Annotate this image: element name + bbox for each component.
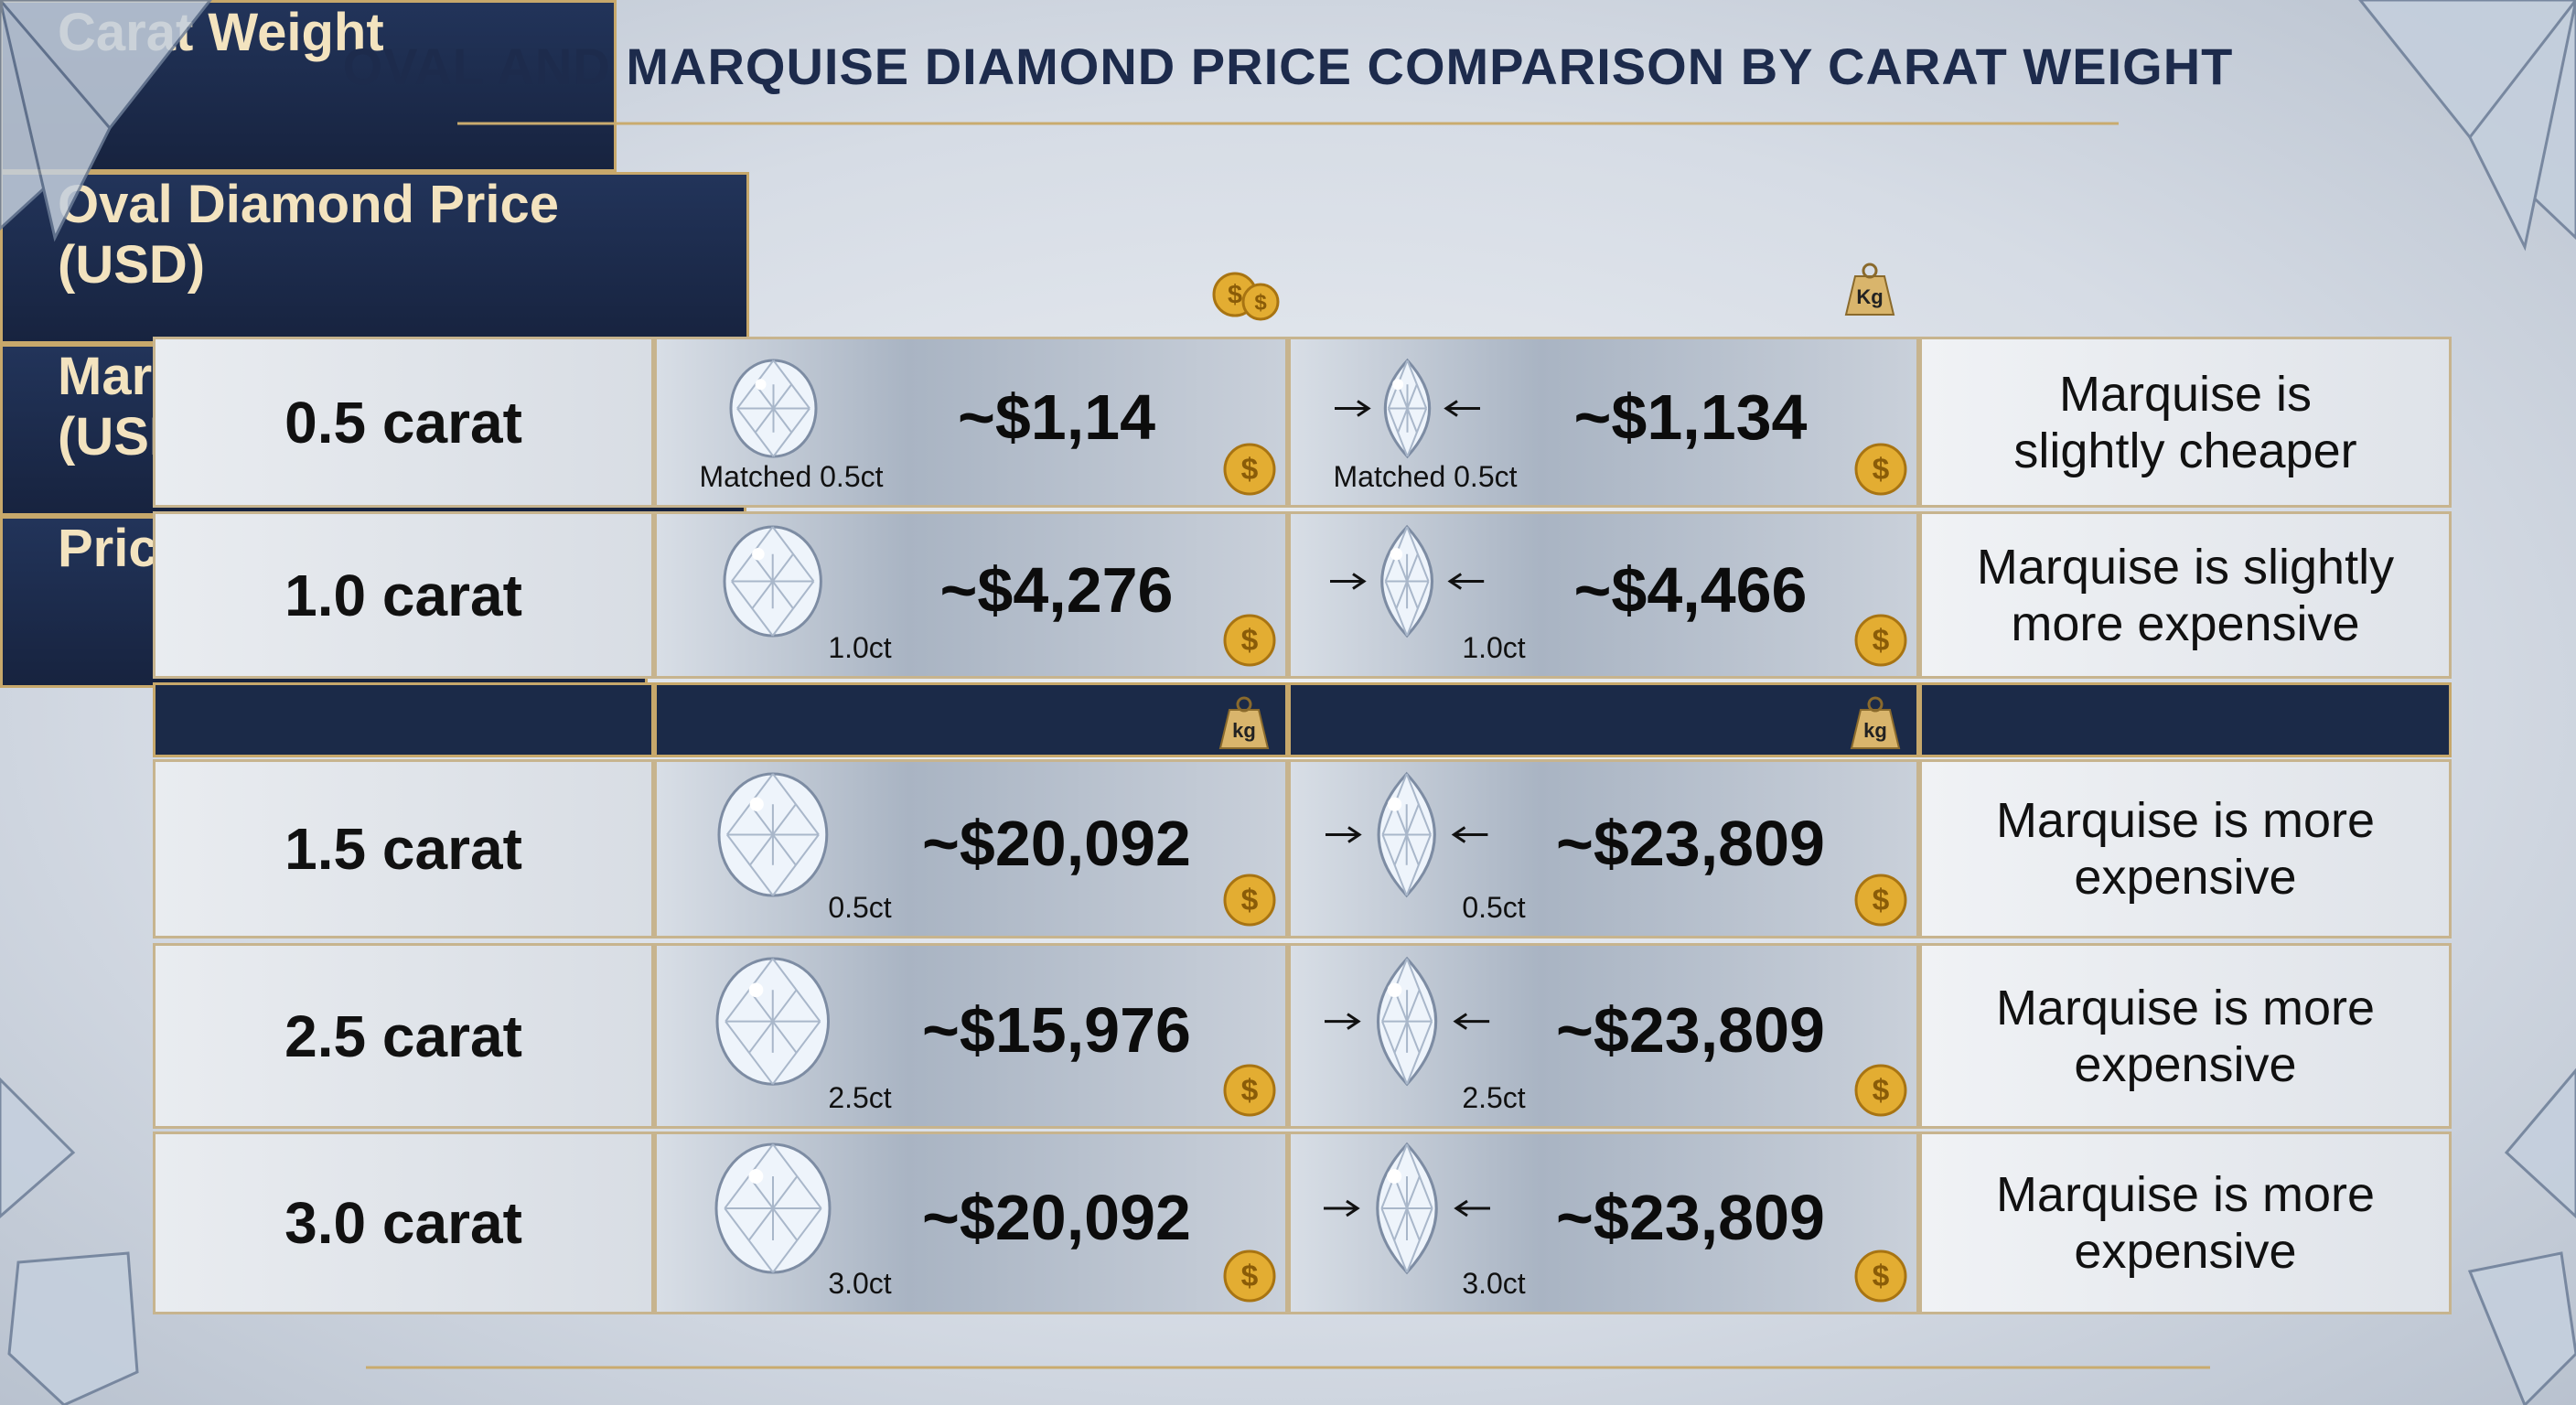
carat-cell: 1.5 carat (153, 759, 654, 938)
marquise-diamond (1326, 771, 1488, 898)
difference-cell: Marquise is more expensive (1919, 1132, 2452, 1314)
weight-icon: kg (1850, 696, 1901, 749)
coin-symbol: $ (1241, 884, 1259, 917)
coin-icon: $ (1854, 614, 1907, 667)
carat-cell: 0.5 carat (153, 337, 654, 508)
weight-icon: Kg (1844, 263, 1895, 316)
size-label: 3.0ct (1462, 1267, 1526, 1300)
oval-diamond (729, 359, 817, 458)
size-label: 3.0ct (828, 1267, 892, 1300)
coin-icon: $ (1854, 443, 1907, 496)
marquise-diamond (1324, 1142, 1490, 1275)
oval-diamond (723, 525, 823, 638)
difference-cell: Marquise is slightly cheaper (1919, 337, 2452, 508)
coin-symbol: $ (1241, 1074, 1259, 1108)
difference-cell: Marquise is slightly more expensive (1919, 511, 2452, 679)
marquise-diamond (1324, 956, 1490, 1087)
carat-cell: 2.5 carat (153, 943, 654, 1129)
weight-icon: kg (1218, 696, 1270, 749)
price: ~$23,809 (1556, 994, 1825, 1067)
size-label: 2.5ct (828, 1081, 892, 1114)
separator-cell (654, 682, 1288, 757)
size-label: Matched 0.5ct (1333, 460, 1518, 493)
price: ~$20,092 (922, 1182, 1191, 1253)
coin-icon: $ (1854, 1249, 1907, 1303)
separator-cell (153, 682, 654, 757)
weight-label: kg (1232, 719, 1256, 742)
oval-diamond (714, 1142, 832, 1274)
marquise-diamond (1334, 358, 1480, 459)
coin-symbol: $ (1873, 1074, 1890, 1108)
coin-icon: $ (1241, 283, 1280, 321)
size-label: 0.5ct (1462, 891, 1526, 924)
size-label: 1.0ct (828, 631, 892, 664)
separator-cell (1288, 682, 1919, 757)
size-label: 2.5ct (1462, 1081, 1526, 1114)
size-label: Matched 0.5ct (699, 460, 884, 493)
size-label: 1.0ct (1462, 631, 1526, 664)
price: ~$4,466 (1573, 554, 1808, 626)
oval-diamond (717, 772, 829, 897)
carat-cell: 3.0 carat (153, 1132, 654, 1314)
coin-symbol: $ (1228, 281, 1242, 310)
coin-symbol: $ (1873, 884, 1890, 917)
column-header: Oval Diamond Price (USD) (0, 172, 749, 344)
weight-label: kg (1863, 719, 1887, 742)
coin-icon: $ (1854, 1064, 1907, 1117)
coin-icon: $ (1854, 874, 1907, 927)
coin-icon: $ (1223, 874, 1276, 927)
coin-icon: $ (1223, 1249, 1276, 1303)
price: ~$1,134 (1573, 381, 1808, 453)
difference-cell: Marquise is more expensive (1919, 759, 2452, 938)
price: ~$15,976 (922, 994, 1191, 1067)
carat-cell: 1.0 carat (153, 511, 654, 679)
coin-icon: $ (1223, 1064, 1276, 1117)
price: ~$4,276 (939, 554, 1174, 626)
coin-symbol: $ (1254, 290, 1267, 315)
coin-symbol: $ (1873, 624, 1890, 658)
coin-icon: $ (1223, 443, 1276, 496)
difference-cell: Marquise is more expensive (1919, 943, 2452, 1129)
size-label: 0.5ct (828, 891, 892, 924)
coin-symbol: $ (1873, 453, 1890, 487)
weight-label: Kg (1856, 285, 1883, 308)
price: ~$23,809 (1556, 1182, 1825, 1253)
price: ~$23,809 (1556, 808, 1825, 880)
title: OVAL AND MARQUISE DIAMOND PRICE COMPARIS… (342, 38, 2234, 95)
coin-symbol: $ (1241, 1260, 1259, 1293)
coin-symbol: $ (1873, 1260, 1890, 1293)
coin-symbol: $ (1241, 624, 1259, 658)
marquise-diamond (1329, 525, 1485, 638)
coin-symbol: $ (1241, 453, 1259, 487)
separator-cell (1919, 682, 2452, 757)
oval-diamond (715, 957, 831, 1086)
price: ~$1,14 (957, 381, 1156, 453)
price: ~$20,092 (922, 808, 1191, 880)
coin-icon: $ (1223, 614, 1276, 667)
